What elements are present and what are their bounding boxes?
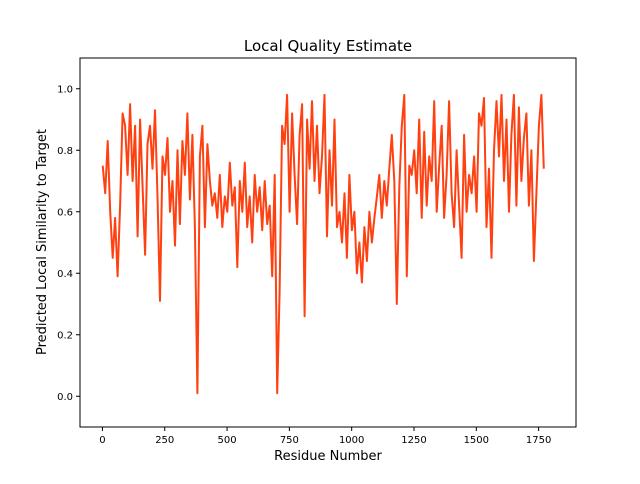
x-axis-label: Residue Number — [274, 449, 382, 464]
x-tick-label: 1500 — [464, 435, 489, 446]
x-axis: 0 250 500 750 1000 1250 1500 1750 — [99, 427, 551, 446]
plot-area — [101, 93, 545, 395]
y-tick-label: 0.6 — [57, 207, 73, 218]
y-tick-label: 0.8 — [57, 146, 73, 157]
x-tick-label: 1000 — [339, 435, 364, 446]
x-tick-label: 1750 — [526, 435, 551, 446]
y-axis-label: Predicted Local Similarity to Target — [35, 129, 50, 355]
y-tick-label: 0.0 — [57, 392, 73, 403]
y-tick-label: 0.2 — [57, 330, 73, 341]
x-tick-label: 250 — [155, 435, 174, 446]
y-tick-label: 0.4 — [57, 269, 73, 280]
x-tick-label: 750 — [280, 435, 299, 446]
axes-frame — [79, 57, 577, 428]
chart-title: Local Quality Estimate — [244, 37, 412, 55]
x-tick-label: 500 — [218, 435, 237, 446]
y-axis: 0.0 0.2 0.4 0.6 0.8 1.0 — [57, 84, 80, 403]
series-line — [101, 93, 545, 395]
x-tick-label: 0 — [99, 435, 105, 446]
x-tick-label: 1250 — [401, 435, 426, 446]
y-tick-label: 1.0 — [57, 84, 73, 95]
